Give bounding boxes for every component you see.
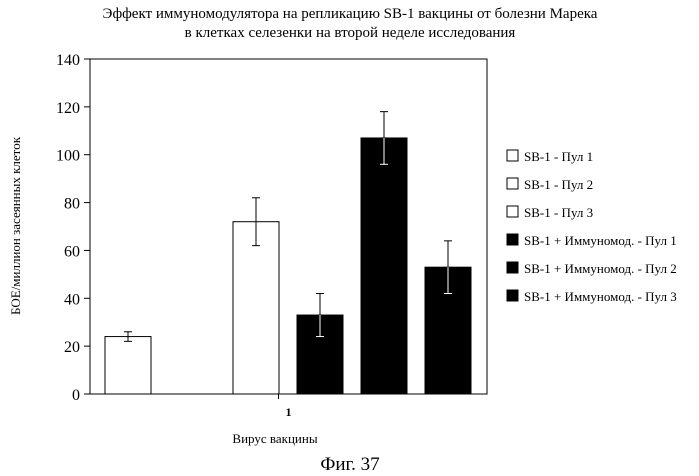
y-tick-label: 60 [64,243,80,260]
y-axis-label: БОЕ/миллион засеянных клеток [8,136,23,315]
bars-group [105,112,471,394]
legend-label-5: SB-1 + Иммуномод. - Пул 2 [524,261,677,276]
y-tick-label: 100 [56,148,80,165]
y-tick-label: 80 [64,196,80,213]
y-tick-label: 40 [64,291,80,308]
legend-label-1: SB-1 - Пул 1 [524,149,593,164]
legend-swatch-4 [507,234,518,245]
legend-swatch-3 [507,206,518,217]
legend-label-4: SB-1 + Иммуномод. - Пул 1 [524,233,677,248]
chart-title: Эффект иммуномодулятора на репликацию SB… [103,6,598,22]
legend-swatch-1 [507,150,518,161]
figure-caption: Фиг. 37 [320,454,379,475]
chart-subtitle: в клетках селезенки на второй неделе исс… [185,25,516,41]
legend-swatch-2 [507,178,518,189]
legend: SB-1 - Пул 1 SB-1 - Пул 2 SB-1 - Пул 3 SB-1… [507,149,677,304]
legend-label-2: SB-1 - Пул 2 [524,177,593,192]
y-tick-label: 140 [56,52,80,69]
legend-swatch-5 [507,262,518,273]
y-tick-label: 20 [64,339,80,356]
x-axis: 1 [279,394,292,419]
y-axis: 0 20 40 60 80 100 120 140 [56,52,90,404]
x-tick-label: 1 [286,405,292,419]
bar-3 [233,222,279,394]
legend-swatch-6 [507,290,518,301]
bar-1 [105,337,151,394]
bar-5 [361,138,407,394]
legend-label-6: SB-1 + Иммуномод. - Пул 3 [524,289,677,304]
y-tick-label: 120 [56,100,80,117]
y-tick-label: 0 [72,387,80,404]
legend-label-3: SB-1 - Пул 3 [524,205,593,220]
x-axis-label: Вирус вакцины [232,431,317,446]
